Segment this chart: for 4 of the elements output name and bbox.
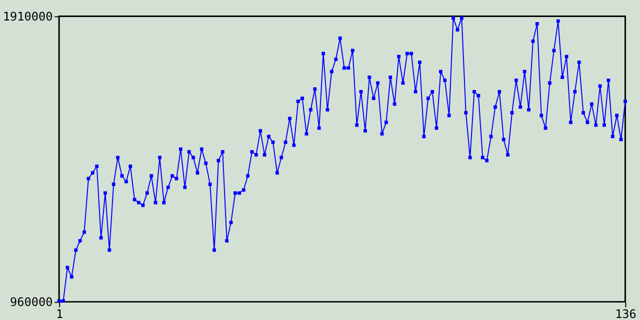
y-tick-label: 960000 <box>10 295 53 310</box>
x-tick-label: 1 <box>56 307 64 320</box>
x-tick-label: 136 <box>615 307 636 320</box>
y-tick-label: 1910000 <box>2 10 53 24</box>
